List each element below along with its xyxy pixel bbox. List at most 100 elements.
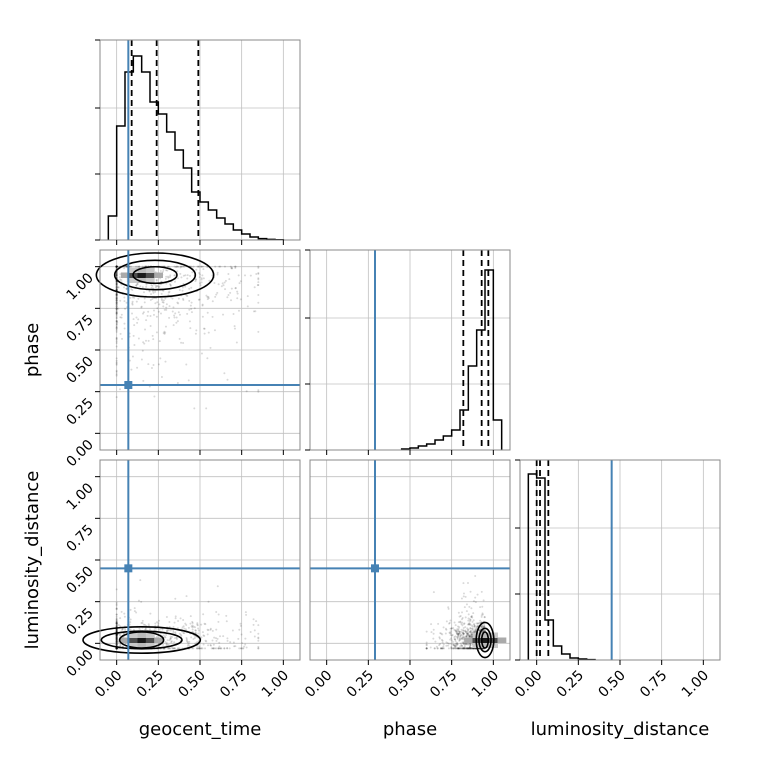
scatter-point — [468, 646, 471, 649]
scatter-point — [198, 647, 201, 650]
scatter-point — [244, 611, 247, 614]
scatter-point — [470, 629, 473, 632]
scatter-point — [115, 643, 118, 646]
scatter-point — [177, 265, 180, 268]
scatter-point — [123, 296, 126, 299]
scatter-point — [455, 630, 458, 633]
scatter-point — [115, 288, 118, 291]
scatter-point — [115, 629, 118, 632]
scatter-point — [188, 308, 191, 311]
scatter-point — [472, 629, 475, 632]
scatter-point — [453, 647, 456, 650]
scatter-point — [454, 638, 457, 641]
scatter-point — [217, 613, 220, 616]
scatter-point — [459, 620, 462, 623]
scatter-point — [457, 633, 460, 636]
scatter-point — [115, 647, 118, 650]
scatter-point — [171, 297, 174, 300]
contour-line — [95, 252, 215, 298]
scatter-point — [155, 285, 158, 288]
histogram-luminosity-distance — [527, 473, 596, 661]
scatter-point — [470, 635, 473, 638]
scatter-point — [115, 363, 118, 366]
scatter-point — [239, 624, 242, 627]
scatter-point — [223, 647, 226, 650]
scatter-point — [432, 632, 435, 635]
scatter-point — [195, 278, 198, 281]
scatter-point — [203, 332, 206, 335]
scatter-point — [115, 620, 118, 623]
scatter-point — [128, 359, 131, 362]
scatter-point — [162, 331, 165, 334]
scatter-point — [232, 641, 235, 644]
scatter-point — [115, 647, 118, 650]
scatter-point — [465, 647, 468, 650]
scatter-point — [207, 331, 210, 334]
scatter-point — [233, 327, 236, 330]
scatter-point — [465, 642, 468, 645]
scatter-point — [115, 292, 118, 295]
scatter-point — [115, 299, 118, 302]
scatter-point — [244, 274, 247, 277]
x-tick-label: 1.00 — [469, 668, 502, 701]
scatter-point — [115, 265, 118, 268]
scatter-point — [214, 295, 217, 298]
scatter-point — [468, 630, 471, 633]
scatter-point — [131, 355, 134, 358]
scatter-point — [115, 327, 118, 330]
scatter-point — [191, 628, 194, 631]
scatter-point — [177, 297, 180, 300]
scatter-point — [135, 611, 138, 614]
scatter-point — [123, 632, 126, 635]
density-cell — [154, 637, 163, 643]
scatter-point — [241, 647, 244, 650]
scatter-point — [257, 266, 260, 269]
scatter-point — [193, 407, 196, 410]
scatter-point — [115, 345, 118, 348]
scatter-point — [474, 630, 477, 633]
scatter-point — [478, 629, 481, 632]
scatter-point — [457, 635, 460, 638]
scatter-point — [462, 632, 465, 635]
scatter-point — [455, 630, 458, 633]
scatter-point — [115, 647, 118, 650]
scatter-point — [462, 582, 465, 585]
scatter-point — [115, 635, 118, 638]
scatter-point — [142, 311, 145, 314]
scatter-point — [147, 623, 150, 626]
scatter-point — [115, 370, 118, 373]
scatter-point — [214, 637, 217, 640]
scatter-point — [205, 294, 208, 297]
scatter-point — [142, 291, 145, 294]
scatter-point — [257, 294, 260, 297]
scatter-point — [208, 279, 211, 282]
scatter-point — [166, 639, 169, 642]
scatter-point — [165, 306, 168, 309]
scatter-point — [470, 632, 473, 635]
scatter-point — [453, 644, 456, 647]
scatter-point — [131, 296, 134, 299]
scatter-point — [204, 623, 207, 626]
scatter-point — [464, 595, 467, 598]
y-tick-label: 0.75 — [63, 522, 96, 555]
scatter-point — [225, 620, 228, 623]
scatter-point — [483, 629, 486, 632]
scatter-point — [115, 621, 118, 624]
scatter-point — [115, 647, 118, 650]
scatter-point — [115, 647, 118, 650]
scatter-point — [115, 647, 118, 650]
scatter-point — [230, 299, 233, 302]
scatter-point — [115, 638, 118, 641]
scatter-point — [115, 647, 118, 650]
scatter-point — [185, 638, 188, 641]
scatter-point — [174, 617, 177, 620]
scatter-point — [168, 276, 171, 279]
scatter-point — [458, 639, 461, 642]
scatter-point — [469, 634, 472, 637]
scatter-point — [230, 267, 233, 270]
scatter-point — [115, 265, 118, 268]
scatter-point — [195, 268, 198, 271]
scatter-point — [115, 618, 118, 621]
scatter-point — [458, 636, 461, 639]
scatter-point — [115, 310, 118, 313]
